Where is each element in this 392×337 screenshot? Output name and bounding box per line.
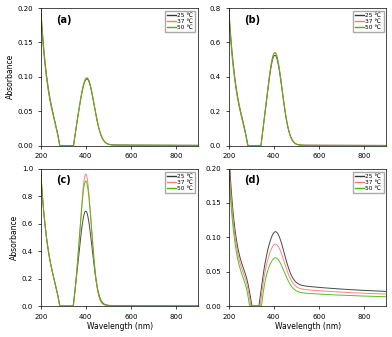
X-axis label: Wavelength (nm): Wavelength (nm) [274,323,341,332]
Legend: 25 ℃, 37 ℃, 50 ℃: 25 ℃, 37 ℃, 50 ℃ [353,172,383,192]
Text: (c): (c) [56,176,71,185]
Text: (d): (d) [245,176,261,185]
Legend: 25 ℃, 37 ℃, 50 ℃: 25 ℃, 37 ℃, 50 ℃ [165,172,196,192]
X-axis label: Wavelength (nm): Wavelength (nm) [87,323,152,332]
Text: (a): (a) [56,15,72,25]
Y-axis label: Absorbance: Absorbance [5,54,15,99]
Y-axis label: Absorbance: Absorbance [10,215,19,260]
Legend: 25 ℃, 37 ℃, 50 ℃: 25 ℃, 37 ℃, 50 ℃ [165,11,196,32]
Legend: 25 ℃, 37 ℃, 50 ℃: 25 ℃, 37 ℃, 50 ℃ [353,11,383,32]
Text: (b): (b) [245,15,261,25]
